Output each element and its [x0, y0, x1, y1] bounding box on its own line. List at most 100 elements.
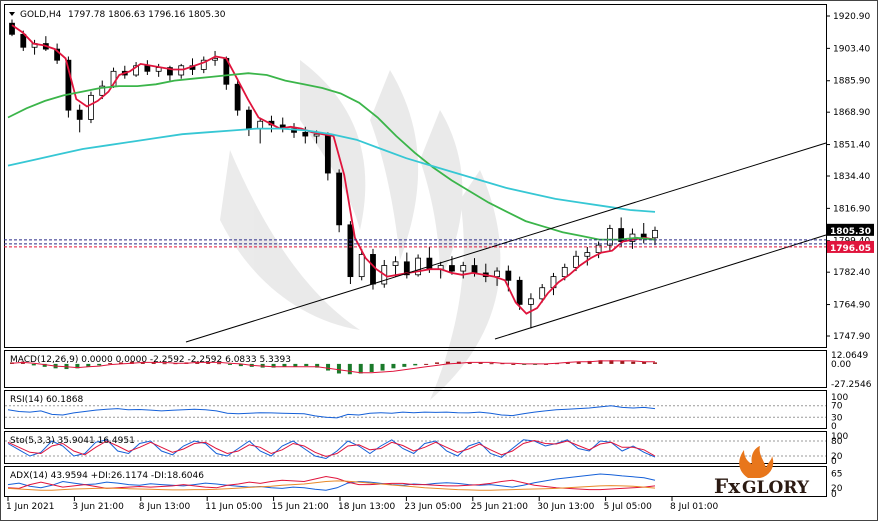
macd-bar — [227, 363, 232, 365]
candle-body — [516, 279, 523, 305]
time-tick-label: 5 Jul 05:00 — [604, 502, 653, 512]
macd-bar — [358, 363, 363, 374]
macd-bar — [217, 363, 222, 365]
channel-lower-line — [494, 234, 827, 340]
candle-body — [606, 228, 613, 246]
main-pane[interactable] — [4, 4, 827, 348]
macd-bar — [326, 363, 331, 371]
candle-body — [133, 65, 139, 76]
time-tick-label: 25 Jun 21:00 — [471, 502, 528, 512]
macd-bar — [86, 363, 91, 367]
price-tick-label: 1885.90 — [833, 77, 870, 87]
candle-body — [99, 85, 106, 96]
brand-name-glory: GLORY — [742, 478, 810, 498]
macd-bar — [467, 362, 472, 364]
macd-bar — [489, 363, 494, 365]
rsi-title: RSI(14) 60.1868 — [10, 395, 83, 405]
sto-pane[interactable] — [4, 431, 827, 464]
sto-tick-label: 20 — [831, 452, 843, 462]
candle-body — [460, 265, 467, 272]
candle-body — [471, 265, 478, 274]
candle-body — [392, 261, 399, 266]
macd-bar — [304, 363, 309, 367]
macd-pane[interactable] — [4, 350, 827, 388]
macd-bar — [413, 363, 418, 366]
macd-bar — [108, 363, 113, 365]
macd-bar — [151, 362, 156, 364]
macd-bar — [31, 363, 36, 366]
macd-bar — [380, 363, 385, 371]
macd-bar — [140, 362, 145, 364]
macd-bar — [653, 362, 657, 364]
macd-bar — [118, 362, 123, 364]
candle-body — [20, 33, 27, 48]
macd-signal-line — [11, 360, 655, 374]
time-tick-label: 30 Jun 13:00 — [537, 502, 594, 512]
macd-bar — [271, 363, 276, 368]
secondary-price-label: 1796.05 — [830, 244, 871, 254]
candle-body — [9, 22, 15, 35]
time-tick-label: 23 Jun 05:00 — [404, 502, 461, 512]
macd-bar — [293, 363, 298, 367]
candle-body — [595, 244, 602, 253]
macd-bar — [631, 361, 636, 364]
dropdown-triangle-icon[interactable] — [9, 12, 15, 16]
price-tick-label: 1816.90 — [833, 204, 870, 214]
macd-bar — [162, 363, 167, 365]
sto-tick-label: 80 — [831, 437, 843, 447]
rsi-tick-label: 0 — [831, 422, 837, 432]
time-tick-label: 8 Jun 13:00 — [139, 502, 191, 512]
candle-body — [302, 131, 309, 137]
price-tick-label: 1851.40 — [833, 141, 870, 151]
candle-body — [200, 59, 207, 70]
rsi-tick-label: 30 — [831, 413, 843, 423]
adx-tick-label: 65 — [831, 470, 842, 480]
candle-body — [65, 59, 72, 111]
candle-body — [505, 270, 512, 281]
macd-bar — [478, 362, 483, 364]
ma-cyan-line — [7, 127, 656, 213]
price-tick-label: 1920.90 — [833, 12, 870, 22]
candle-body — [144, 65, 151, 72]
sto-signal-line — [7, 439, 656, 458]
adx-pane[interactable] — [4, 466, 827, 497]
channel-upper-line — [185, 142, 827, 343]
macd-bar — [576, 361, 581, 364]
macd-bar — [642, 361, 647, 364]
time-tick-label: 1 Jun 2021 — [6, 502, 54, 512]
candle-body — [584, 252, 591, 257]
ohlc-values: 1797.78 1806.63 1796.16 1805.30 — [68, 10, 226, 20]
candle-body — [257, 120, 264, 130]
symbol-label: GOLD,H4 — [20, 10, 62, 20]
price-tick-label: 1782.40 — [833, 268, 870, 278]
rsi-line — [7, 405, 656, 419]
macd-tick-label: -27.2546 — [831, 380, 872, 390]
price-tick-label: 1747.90 — [833, 332, 870, 342]
macd-bar — [609, 360, 614, 364]
macd-bar — [347, 363, 352, 375]
price-tick-label: 1868.90 — [833, 108, 870, 118]
time-tick-label: 15 Jun 21:00 — [272, 502, 329, 512]
macd-bar — [315, 363, 320, 368]
macd-bar — [511, 363, 516, 365]
sto-title: Sto(5,3,3) 35.9041 16.4951 — [10, 436, 135, 446]
adx-title: ADX(14) 43.9594 +DI:26.1174 -DI:18.6046 — [10, 471, 204, 481]
candle-body — [573, 255, 579, 268]
macd-bar — [75, 363, 80, 369]
candle-body — [370, 254, 376, 285]
candle-body — [652, 229, 658, 239]
candle-body — [88, 94, 94, 120]
macd-tick-label: 12.0649 — [831, 351, 868, 361]
price-tick-label: 1834.40 — [833, 172, 870, 182]
brand-name-fx: Fx — [714, 474, 741, 498]
candle-body — [234, 83, 241, 111]
candle-body — [245, 109, 252, 130]
flame-icon — [739, 446, 774, 478]
secondary-price-box — [827, 240, 874, 253]
macd-bar — [445, 361, 450, 364]
candle-body — [449, 265, 455, 272]
candle-body — [528, 298, 534, 305]
candle-body — [54, 48, 61, 61]
time-tick-label: 3 Jun 21:00 — [72, 502, 124, 512]
